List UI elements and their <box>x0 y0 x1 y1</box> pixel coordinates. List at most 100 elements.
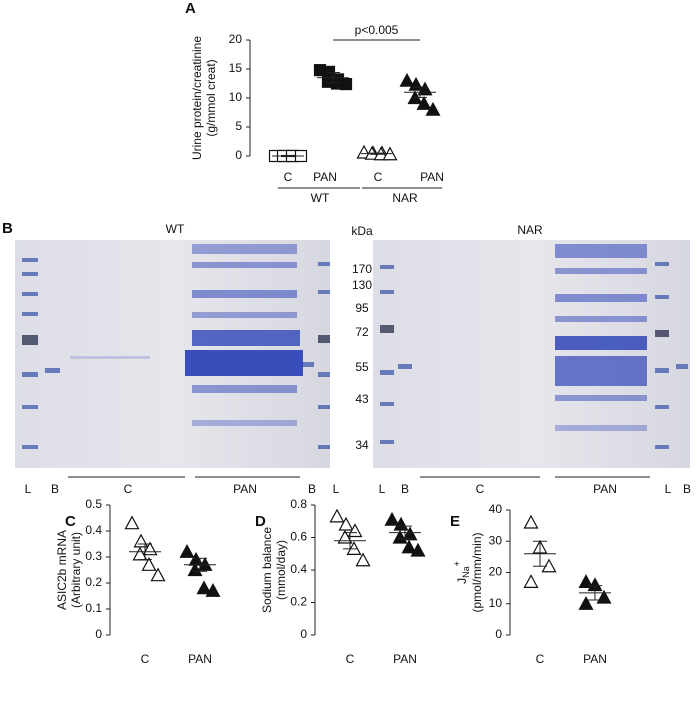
y-axis-label: (g/mmol creat) <box>204 59 218 136</box>
panel-letter: C <box>65 513 76 530</box>
data-point <box>329 508 345 523</box>
y-tick-label: 0.3 <box>85 549 102 563</box>
y-tick-label: 0.6 <box>290 530 307 544</box>
y-tick-label: 10 <box>229 90 243 104</box>
data-point <box>523 574 539 588</box>
x-tick-label: C <box>536 652 545 666</box>
gel-left <box>15 240 330 468</box>
y-tick-label: 0.8 <box>290 497 307 511</box>
lane-label: C <box>476 482 485 496</box>
y-axis-label: (pmol/mm/min) <box>470 532 484 612</box>
symbol-main: J <box>455 578 469 584</box>
symbol-sub: Na <box>461 566 471 578</box>
x-tick-label: C <box>284 170 293 184</box>
y-tick-label: 0.5 <box>85 497 102 511</box>
data-point <box>338 516 354 531</box>
lane-label: L <box>333 482 340 496</box>
data-point <box>355 552 371 567</box>
lane-label: B <box>683 482 691 496</box>
y-tick-label: 20 <box>489 565 503 579</box>
data-point <box>384 511 400 526</box>
data-point <box>133 533 149 548</box>
lane-label: L <box>379 482 386 496</box>
y-axis-label: ASIC2b mRNA <box>55 530 69 610</box>
x-tick-label: PAN <box>393 652 417 666</box>
data-point <box>523 514 539 529</box>
y-axis-label: (Arbitrary unit) <box>69 532 83 608</box>
data-point <box>337 529 353 544</box>
x-tick-label: C <box>141 652 150 666</box>
y-axis-label: (mmol/day) <box>274 540 288 600</box>
kda-marker: 95 <box>355 301 369 315</box>
x-tick-label: PAN <box>313 170 337 184</box>
lane-label: B <box>51 482 59 496</box>
data-point <box>399 72 415 87</box>
group-label: NAR <box>392 191 418 205</box>
y-tick-label: 15 <box>229 61 243 75</box>
data-point <box>393 516 409 531</box>
y-tick-label: 30 <box>489 533 503 547</box>
lane-label: PAN <box>233 482 257 496</box>
y-tick-label: 5 <box>235 119 242 133</box>
data-point <box>196 580 212 595</box>
lane-label: B <box>401 482 409 496</box>
data-point <box>179 544 195 558</box>
y-tick-label: 40 <box>489 502 503 516</box>
y-tick-label: 0.4 <box>290 562 307 576</box>
data-point <box>339 77 353 91</box>
gel-title: NAR <box>517 223 543 237</box>
data-point <box>402 526 418 541</box>
x-tick-label: PAN <box>583 652 607 666</box>
y-tick-label: 0 <box>235 148 242 162</box>
lane-label: L <box>25 482 32 496</box>
data-point <box>392 529 408 544</box>
panel-letter: A <box>185 0 196 17</box>
y-tick-label: 10 <box>489 596 503 610</box>
y-tick-label: 0.4 <box>85 523 102 537</box>
y-tick-label: 0 <box>300 627 307 641</box>
kda-marker: 170 <box>352 262 372 276</box>
y-tick-label: 0.2 <box>85 575 102 589</box>
y-tick-label: 20 <box>229 32 243 46</box>
group-label: WT <box>311 191 330 205</box>
gel-title: WT <box>166 222 185 236</box>
kda-marker: 130 <box>352 278 372 292</box>
data-point <box>150 567 166 582</box>
data-point <box>425 101 441 116</box>
gel-right <box>373 240 690 468</box>
data-point <box>578 595 594 610</box>
data-point <box>205 583 221 597</box>
data-point <box>347 523 363 538</box>
kda-marker: 72 <box>355 325 369 339</box>
panel-letter: E <box>450 513 460 530</box>
data-point <box>124 515 140 530</box>
data-point <box>401 539 417 554</box>
data-point <box>578 574 594 588</box>
kda-marker: 34 <box>355 438 369 452</box>
x-tick-label: C <box>346 652 355 666</box>
lane-label: B <box>308 482 316 496</box>
x-tick-label: PAN <box>420 170 444 184</box>
y-tick-label: 0 <box>95 627 102 641</box>
lane-label: C <box>124 482 133 496</box>
symbol-sup: + <box>452 561 462 566</box>
y-axis-label: Urine protein/creatinine <box>190 36 204 160</box>
y-axis-label: Sodium balance <box>260 527 274 613</box>
x-tick-label: PAN <box>188 652 212 666</box>
data-point <box>187 562 203 577</box>
lane-label: L <box>665 482 672 496</box>
y-tick-label: 0.2 <box>290 595 307 609</box>
y-tick-label: 0.1 <box>85 601 102 615</box>
gel-unit: kDa <box>351 224 373 238</box>
kda-marker: 55 <box>355 360 369 374</box>
data-point <box>416 96 432 110</box>
panel-letter: D <box>255 513 266 530</box>
annotation: p<0.005 <box>355 23 399 37</box>
y-axis-symbol: JNa+ <box>452 561 471 584</box>
lane-label: PAN <box>593 482 617 496</box>
y-tick-label: 0 <box>495 627 502 641</box>
x-tick-label: C <box>374 170 383 184</box>
data-point <box>410 542 426 557</box>
data-point <box>141 557 157 571</box>
